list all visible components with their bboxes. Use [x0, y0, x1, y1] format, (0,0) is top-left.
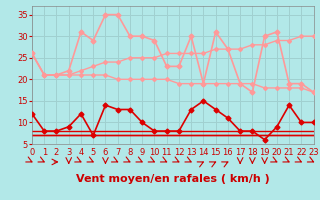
X-axis label: Vent moyen/en rafales ( km/h ): Vent moyen/en rafales ( km/h ): [76, 174, 270, 184]
